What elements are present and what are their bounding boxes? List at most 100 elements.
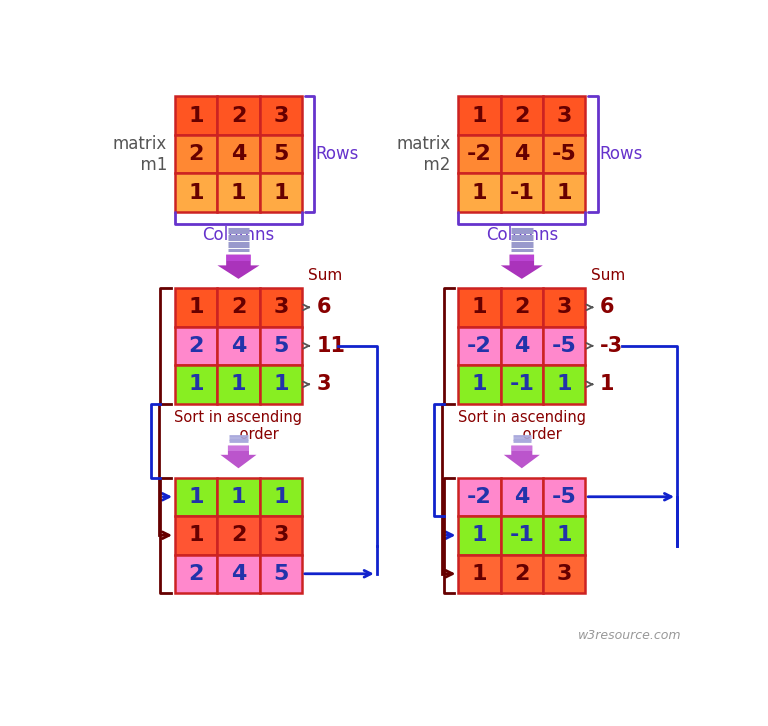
Bar bbox=[217, 365, 260, 404]
Text: 1: 1 bbox=[600, 375, 614, 394]
Bar bbox=[217, 516, 260, 555]
Bar bbox=[175, 555, 217, 593]
Text: 1: 1 bbox=[472, 375, 487, 394]
Text: 1: 1 bbox=[188, 183, 204, 203]
Bar bbox=[260, 478, 302, 516]
Bar bbox=[501, 365, 543, 404]
Text: 4: 4 bbox=[514, 144, 529, 164]
Text: 2: 2 bbox=[230, 525, 246, 545]
Text: 1: 1 bbox=[472, 298, 487, 317]
Bar bbox=[458, 135, 501, 174]
Bar bbox=[458, 97, 501, 135]
Text: -2: -2 bbox=[467, 144, 492, 164]
Text: Columns: Columns bbox=[485, 226, 558, 244]
Text: Rows: Rows bbox=[316, 145, 359, 163]
Text: -3: -3 bbox=[600, 336, 623, 356]
Bar bbox=[260, 97, 302, 135]
Text: 5: 5 bbox=[273, 144, 289, 164]
Bar bbox=[260, 135, 302, 174]
Text: 1: 1 bbox=[188, 525, 204, 545]
Text: 3: 3 bbox=[557, 298, 572, 317]
Text: Rows: Rows bbox=[599, 145, 643, 163]
Bar bbox=[458, 478, 501, 516]
Bar bbox=[217, 288, 260, 327]
Bar bbox=[543, 288, 585, 327]
Text: 4: 4 bbox=[230, 564, 246, 584]
Bar bbox=[260, 327, 302, 365]
Bar bbox=[217, 478, 260, 516]
Text: -2: -2 bbox=[467, 486, 492, 507]
Bar bbox=[175, 135, 217, 174]
Text: -5: -5 bbox=[551, 486, 577, 507]
Bar bbox=[501, 516, 543, 555]
Bar bbox=[501, 97, 543, 135]
Text: 2: 2 bbox=[514, 105, 529, 126]
Bar bbox=[217, 174, 260, 212]
Text: 2: 2 bbox=[230, 105, 246, 126]
Text: 1: 1 bbox=[188, 105, 204, 126]
Text: 6: 6 bbox=[600, 298, 614, 317]
Text: 1: 1 bbox=[472, 564, 487, 584]
Bar bbox=[458, 555, 501, 593]
Text: -1: -1 bbox=[509, 375, 535, 394]
Text: matrix
  m2: matrix m2 bbox=[396, 135, 451, 174]
Text: 5: 5 bbox=[273, 336, 289, 356]
Bar bbox=[501, 327, 543, 365]
Bar bbox=[543, 555, 585, 593]
Bar bbox=[175, 288, 217, 327]
Text: 3: 3 bbox=[316, 375, 331, 394]
Bar bbox=[260, 174, 302, 212]
Text: 11: 11 bbox=[316, 336, 346, 356]
Text: 1: 1 bbox=[273, 183, 289, 203]
Bar bbox=[217, 327, 260, 365]
Text: -1: -1 bbox=[509, 525, 535, 545]
Text: 2: 2 bbox=[514, 564, 529, 584]
Polygon shape bbox=[217, 255, 260, 279]
Text: 2: 2 bbox=[188, 564, 204, 584]
Bar bbox=[543, 97, 585, 135]
Bar bbox=[175, 174, 217, 212]
Text: 1: 1 bbox=[188, 375, 204, 394]
Text: 3: 3 bbox=[273, 298, 289, 317]
Text: 4: 4 bbox=[230, 336, 246, 356]
Bar bbox=[175, 365, 217, 404]
Text: 1: 1 bbox=[472, 105, 487, 126]
Bar bbox=[260, 555, 302, 593]
Text: 3: 3 bbox=[273, 105, 289, 126]
Bar bbox=[501, 135, 543, 174]
Text: Sort in ascending
         order: Sort in ascending order bbox=[174, 409, 303, 442]
Text: 3: 3 bbox=[557, 564, 572, 584]
Text: 2: 2 bbox=[188, 336, 204, 356]
Text: 1: 1 bbox=[273, 486, 289, 507]
Text: 4: 4 bbox=[514, 486, 529, 507]
Text: Columns: Columns bbox=[202, 226, 275, 244]
Text: 1: 1 bbox=[188, 298, 204, 317]
Text: 1: 1 bbox=[556, 375, 572, 394]
Polygon shape bbox=[504, 446, 540, 468]
Text: -1: -1 bbox=[509, 183, 535, 203]
Text: Sort in ascending
         order: Sort in ascending order bbox=[458, 409, 586, 442]
Bar bbox=[458, 516, 501, 555]
Bar bbox=[458, 365, 501, 404]
Text: matrix
  m1: matrix m1 bbox=[113, 135, 167, 174]
Text: 1: 1 bbox=[230, 375, 247, 394]
Text: 1: 1 bbox=[188, 486, 204, 507]
Text: w3resource.com: w3resource.com bbox=[578, 629, 681, 642]
Text: Sum: Sum bbox=[308, 269, 343, 283]
Text: 1: 1 bbox=[556, 183, 572, 203]
Text: 4: 4 bbox=[230, 144, 246, 164]
Text: 3: 3 bbox=[273, 525, 289, 545]
Bar bbox=[501, 478, 543, 516]
Text: 1: 1 bbox=[556, 525, 572, 545]
Text: 2: 2 bbox=[514, 298, 529, 317]
Text: 1: 1 bbox=[230, 486, 247, 507]
Polygon shape bbox=[509, 255, 534, 261]
Bar bbox=[543, 327, 585, 365]
Polygon shape bbox=[501, 255, 543, 279]
Text: -5: -5 bbox=[551, 144, 577, 164]
Bar bbox=[175, 327, 217, 365]
Text: 6: 6 bbox=[316, 298, 331, 317]
Polygon shape bbox=[228, 446, 249, 451]
Bar bbox=[175, 478, 217, 516]
Bar bbox=[217, 97, 260, 135]
